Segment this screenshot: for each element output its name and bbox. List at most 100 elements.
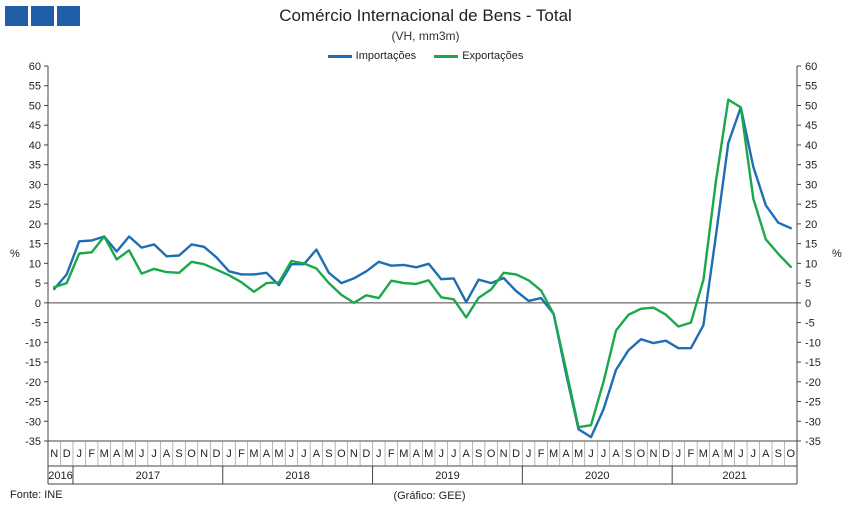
x-tick-label-month: S <box>775 448 782 460</box>
x-tick-label-month: O <box>337 448 346 460</box>
x-tick-label-month: S <box>175 448 182 460</box>
y-tick-label-left: -20 <box>25 377 41 389</box>
chart-subtitle: (VH, mm3m) <box>391 29 460 43</box>
y-tick-label-right: -30 <box>805 416 821 428</box>
x-tick-label-month: O <box>487 448 496 460</box>
logo <box>5 6 80 26</box>
x-tick-label-month: A <box>762 448 770 460</box>
x-tick-label-month: M <box>274 448 283 460</box>
x-tick-label-year: 2018 <box>285 470 309 482</box>
x-tick-label-year: 2017 <box>136 470 160 482</box>
x-tick-label-month: A <box>612 448 620 460</box>
y-tick-label-right: 50 <box>805 100 817 112</box>
legend: Importações Exportações <box>0 50 851 62</box>
y-tick-label-left: 35 <box>29 160 41 172</box>
x-tick-label-month: A <box>413 448 421 460</box>
legend-swatch-exportacoes <box>434 54 459 58</box>
legend-label-importacoes: Importações <box>355 50 417 62</box>
y-tick-label-left: 5 <box>35 278 41 290</box>
y-tick-label-left: -5 <box>31 318 41 330</box>
x-tick-label-month: D <box>63 448 71 460</box>
y-tick-label-left: -30 <box>25 416 41 428</box>
x-tick-label-month: J <box>676 448 682 460</box>
x-tick-label-month: D <box>512 448 520 460</box>
x-tick-label-month: J <box>588 448 594 460</box>
x-tick-label-month: N <box>200 448 208 460</box>
x-tick-label-month: S <box>475 448 482 460</box>
y-tick-label-left: 50 <box>29 100 41 112</box>
x-tick-label-month: J <box>738 448 744 460</box>
x-tick-label-year: 2016 <box>48 470 72 482</box>
y-tick-label-left: 25 <box>29 199 41 211</box>
x-tick-label-month: A <box>712 448 720 460</box>
y-tick-label-left: 40 <box>29 140 41 152</box>
y-tick-label-left: -35 <box>25 436 41 448</box>
y-tick-label-right: -15 <box>805 357 821 369</box>
logo-block <box>5 6 28 26</box>
y-tick-label-right: 45 <box>805 120 817 132</box>
y-tick-label-right: 10 <box>805 258 817 270</box>
y-tick-label-left: 45 <box>29 120 41 132</box>
x-tick-label-month: F <box>388 448 395 460</box>
y-tick-label-right: -20 <box>805 377 821 389</box>
x-tick-label-month: S <box>625 448 632 460</box>
x-tick-label-month: M <box>399 448 408 460</box>
y-tick-label-right: 15 <box>805 239 817 251</box>
x-tick-label-month: F <box>538 448 545 460</box>
y-tick-label-right: 60 <box>805 61 817 73</box>
x-tick-label-month: D <box>362 448 370 460</box>
y-tick-label-right: -25 <box>805 397 821 409</box>
y-tick-label-right: 20 <box>805 219 817 231</box>
x-tick-label-year: 2020 <box>585 470 609 482</box>
x-tick-label-month: D <box>213 448 221 460</box>
x-tick-label-month: J <box>526 448 532 460</box>
x-tick-label-month: A <box>113 448 121 460</box>
x-tick-label-month: M <box>100 448 109 460</box>
x-tick-label-month: M <box>724 448 733 460</box>
x-tick-label-month: J <box>601 448 607 460</box>
x-tick-label-month: D <box>662 448 670 460</box>
y-tick-label-left: 10 <box>29 258 41 270</box>
y-tick-label-right: 35 <box>805 160 817 172</box>
series-line-importacoes <box>53 106 792 439</box>
y-tick-label-left: 15 <box>29 239 41 251</box>
x-tick-label-month: J <box>751 448 757 460</box>
x-tick-label-month: J <box>376 448 382 460</box>
legend-swatch-importacoes <box>327 54 352 58</box>
chart-credit: (Gráfico: GEE) <box>393 490 466 502</box>
x-tick-label-month: M <box>249 448 258 460</box>
x-tick-label-month: O <box>637 448 646 460</box>
y-tick-label-right: 0 <box>805 298 811 310</box>
y-tick-label-right: 25 <box>805 199 817 211</box>
x-tick-label-year: 2019 <box>435 470 459 482</box>
x-tick-label-month: A <box>163 448 171 460</box>
x-tick-label-month: J <box>289 448 295 460</box>
x-tick-label-month: N <box>50 448 58 460</box>
series-line-exportacoes <box>53 98 792 429</box>
x-tick-label-month: J <box>301 448 307 460</box>
y-tick-label-right: -10 <box>805 337 821 349</box>
x-tick-label-month: J <box>226 448 232 460</box>
y-tick-label-left: 60 <box>29 61 41 73</box>
x-tick-label-month: M <box>574 448 583 460</box>
x-tick-label-month: F <box>88 448 95 460</box>
legend-item-importacoes: Importações <box>327 50 417 62</box>
x-tick-label-month: J <box>438 448 444 460</box>
x-tick-label-month: O <box>786 448 795 460</box>
y-tick-label-left: 30 <box>29 179 41 191</box>
y-tick-label-left: 20 <box>29 219 41 231</box>
y-tick-label-right: 40 <box>805 140 817 152</box>
x-tick-label-month: N <box>500 448 508 460</box>
x-tick-label-month: M <box>699 448 708 460</box>
logo-block <box>57 6 80 26</box>
x-tick-label-month: S <box>325 448 332 460</box>
x-tick-label-month: A <box>263 448 271 460</box>
y-tick-label-right: -35 <box>805 436 821 448</box>
x-tick-label-month: O <box>187 448 196 460</box>
y-tick-label-right: -5 <box>805 318 815 330</box>
x-tick-label-month: A <box>562 448 570 460</box>
y-axis-label-left: % <box>10 248 20 260</box>
x-tick-label-month: M <box>424 448 433 460</box>
x-tick-label-month: M <box>125 448 134 460</box>
